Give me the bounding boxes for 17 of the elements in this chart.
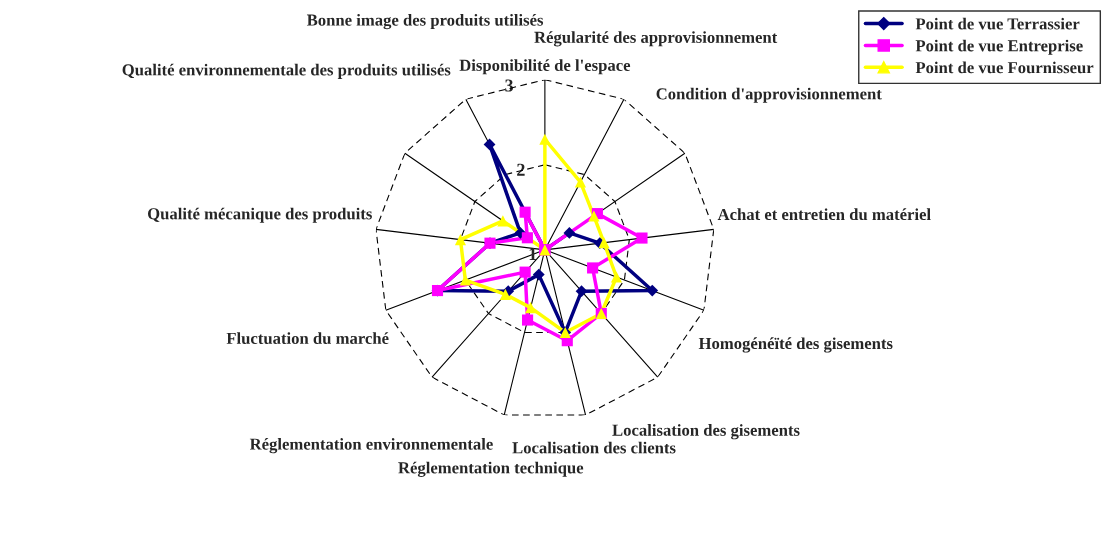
spoke-label: Achat et entretien du matériel bbox=[717, 208, 931, 221]
spoke-label: Qualité environnementale des produits utilisés bbox=[122, 63, 451, 79]
spoke-label: Disponibilité de l'espace bbox=[459, 59, 631, 75]
spoke-label: Réglementation environnementale bbox=[249, 438, 493, 454]
spoke-label: Localisation des clients bbox=[512, 441, 676, 454]
spoke-label: Bonne image des produits utilisés bbox=[306, 13, 544, 30]
legend-label: Point de vue Terrassier bbox=[915, 17, 1080, 30]
spoke-label: Localisation des gisements bbox=[612, 424, 800, 440]
spoke-label: Qualité mécanique des produits bbox=[147, 207, 372, 223]
spoke-label: Réglementation technique bbox=[398, 461, 584, 477]
spoke-label: Condition d'approvisionnement bbox=[656, 87, 882, 103]
legend-label: Point de vue Fournisseur bbox=[915, 61, 1094, 74]
spoke-label: Fluctuation du marché bbox=[226, 332, 389, 345]
legend-label: Point de vue Entreprise bbox=[915, 39, 1083, 55]
spoke-label: Homogénéïté des gisements bbox=[698, 337, 893, 353]
spoke-label: Régularité des approvisionnement bbox=[534, 31, 778, 47]
y-tick-label: 3 bbox=[505, 79, 513, 92]
